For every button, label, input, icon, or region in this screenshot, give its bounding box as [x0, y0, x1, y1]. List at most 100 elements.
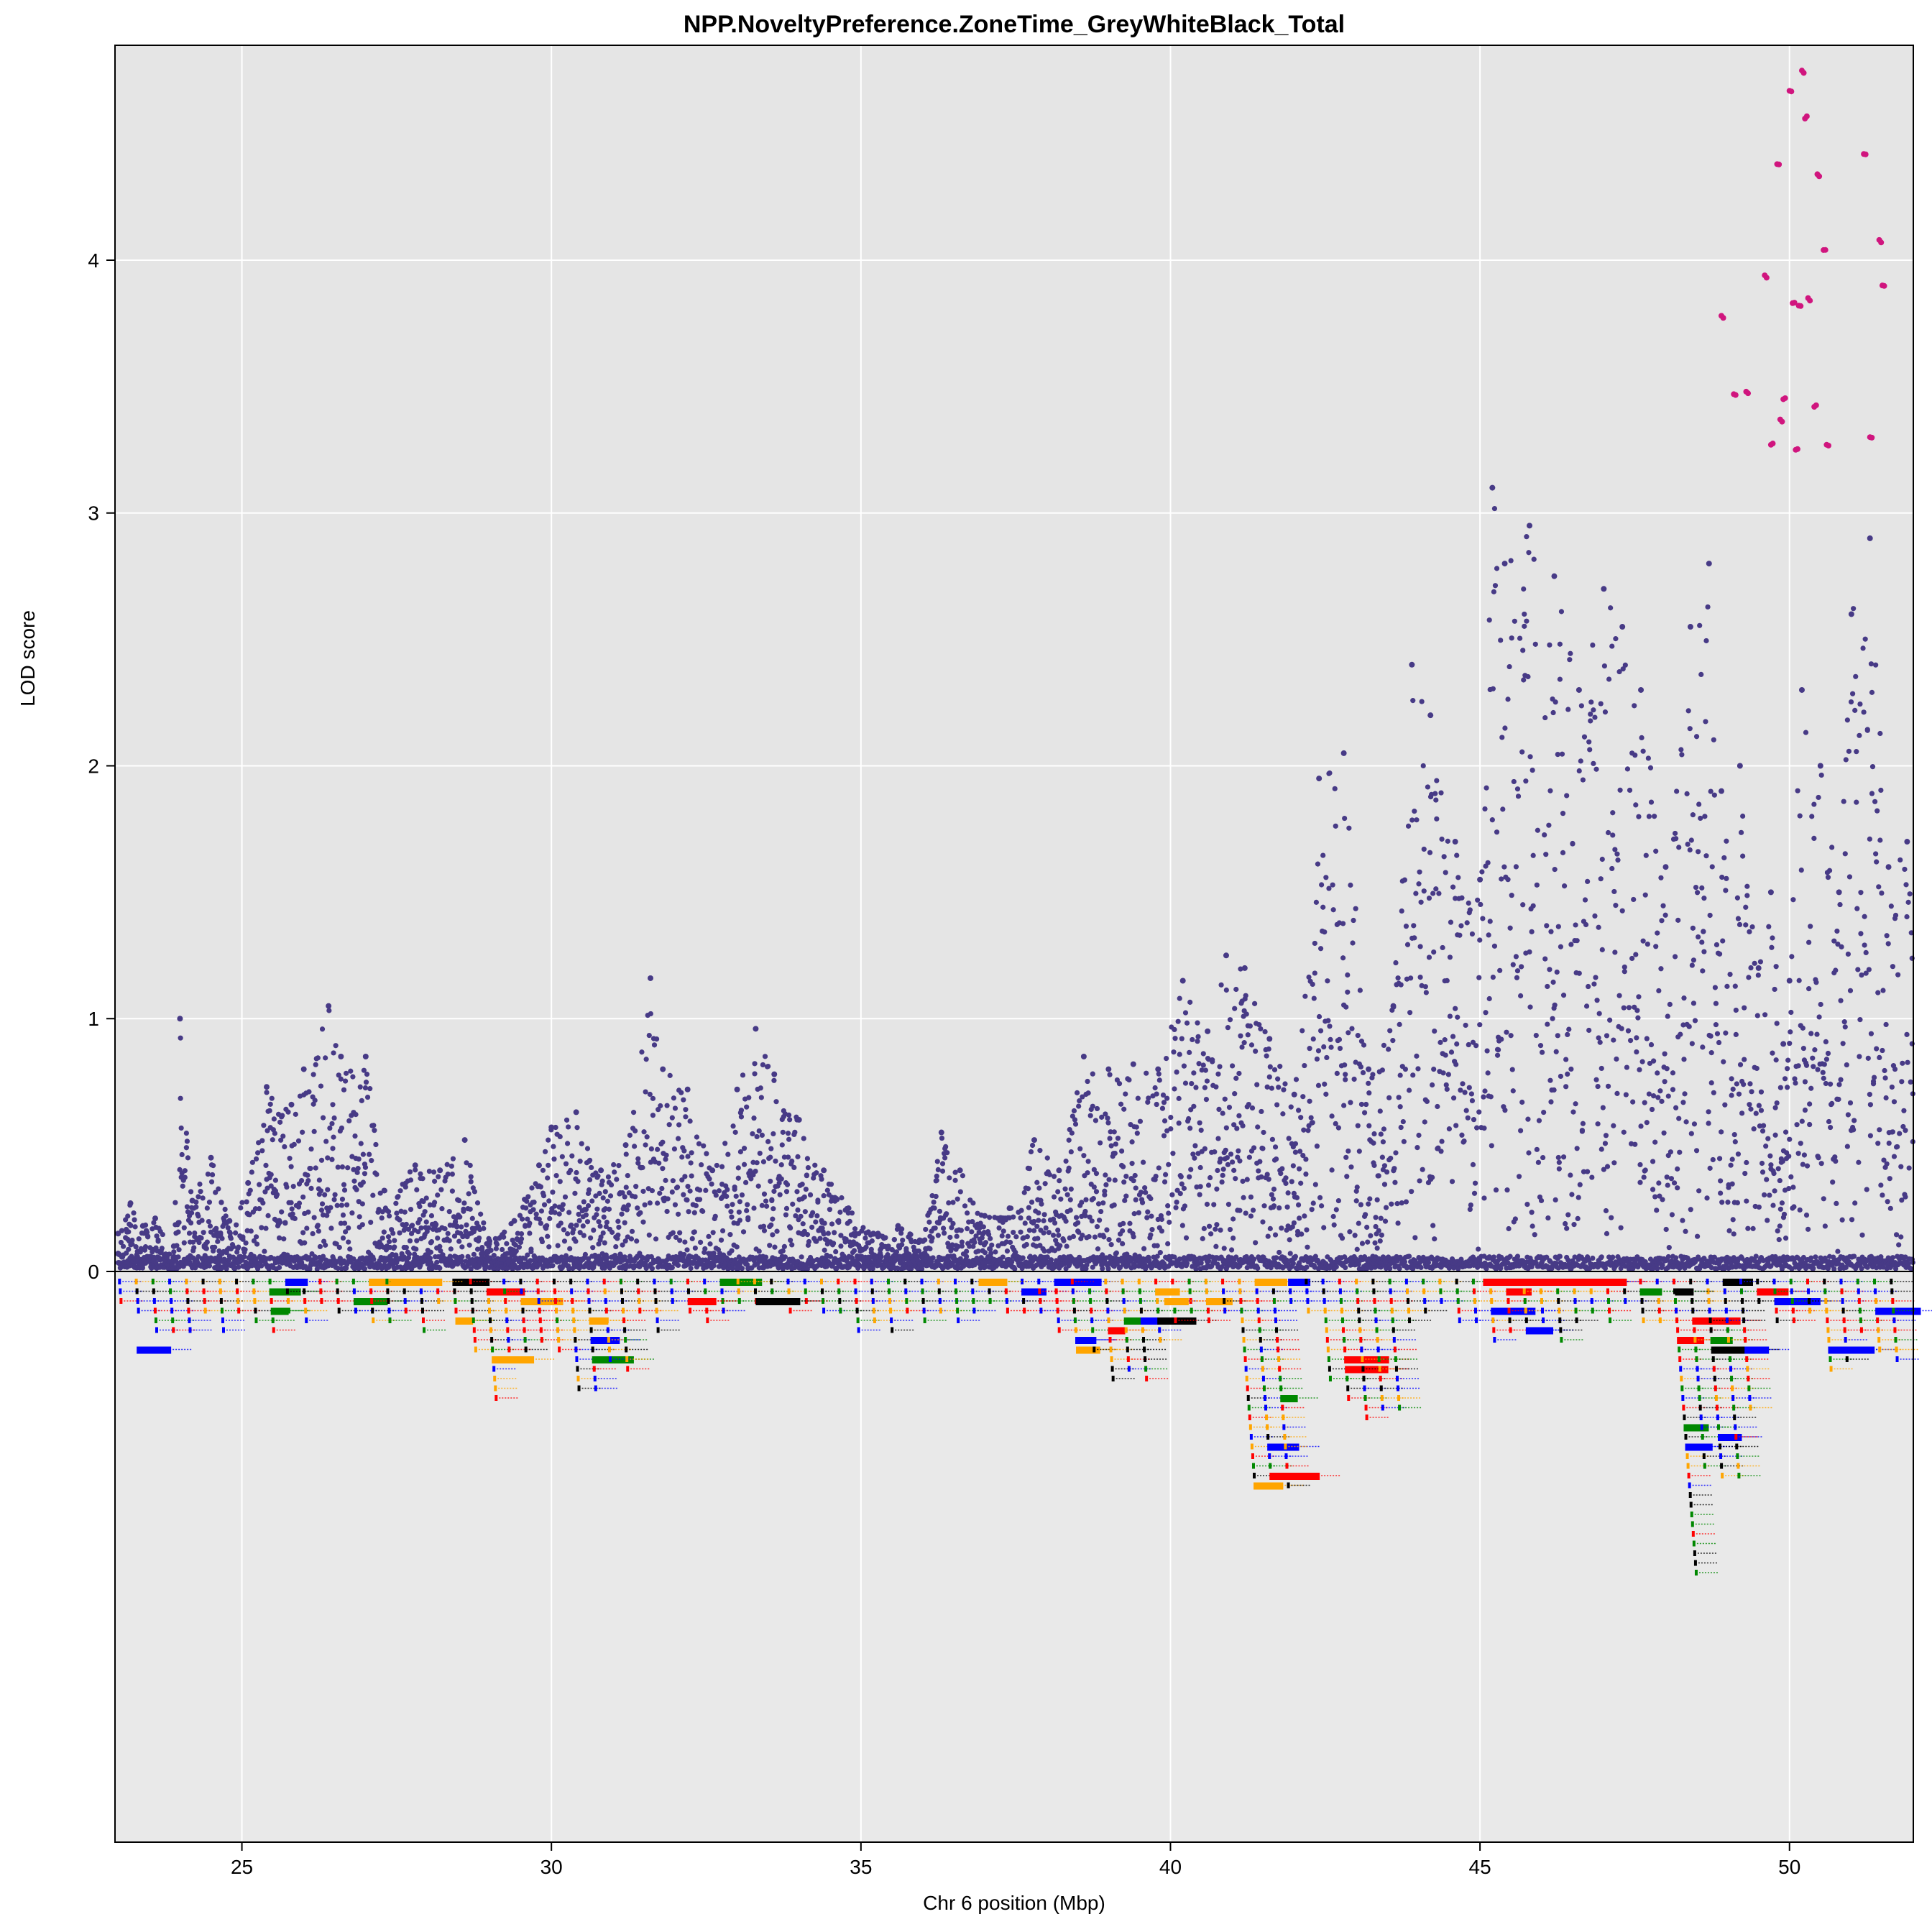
lod-point — [898, 1230, 904, 1236]
gene-block — [1606, 1288, 1609, 1294]
lod-point — [362, 1266, 368, 1271]
lod-point — [737, 1218, 742, 1223]
lod-point — [1021, 1190, 1027, 1195]
gene-block — [689, 1307, 692, 1314]
lod-point — [712, 1213, 718, 1219]
lod-point — [553, 1124, 558, 1131]
gene-block — [185, 1279, 188, 1284]
lod-point — [182, 1174, 188, 1180]
gene-block — [1107, 1317, 1110, 1323]
gene-block — [523, 1337, 527, 1343]
gene-block — [1741, 1298, 1744, 1304]
gene-block — [1265, 1414, 1269, 1420]
gene-block — [1121, 1279, 1124, 1284]
lod-point — [738, 1108, 745, 1113]
gene-block — [1674, 1298, 1678, 1304]
lod-point — [358, 1141, 364, 1146]
lod-point — [607, 1265, 613, 1271]
lod-point — [288, 1200, 294, 1205]
gene-block — [1709, 1327, 1713, 1333]
lod-point — [792, 1129, 798, 1135]
gene-block — [1713, 1376, 1716, 1381]
gene-block — [1142, 1337, 1146, 1343]
lod-point — [754, 1133, 760, 1140]
lod-point — [213, 1225, 219, 1231]
lod-point — [1036, 1218, 1041, 1223]
lod-point — [257, 1182, 262, 1187]
gene-block — [575, 1356, 579, 1362]
lod-point — [827, 1254, 834, 1259]
gene-block — [1439, 1288, 1443, 1294]
gene-block — [604, 1298, 607, 1304]
lod-point — [1146, 1095, 1151, 1101]
lod-point — [671, 1146, 678, 1152]
lod-point — [960, 1173, 966, 1179]
lod-point — [546, 1137, 551, 1143]
gene-block — [1338, 1279, 1341, 1284]
lod-point — [1013, 1234, 1019, 1240]
lod-point — [566, 1266, 572, 1271]
gene-block — [254, 1307, 257, 1314]
lod-point — [664, 1103, 670, 1108]
gene-block — [487, 1298, 490, 1304]
gene-block — [1493, 1337, 1496, 1343]
gene-block — [1608, 1307, 1611, 1314]
lod-point — [302, 1240, 308, 1246]
lod-point — [332, 1192, 338, 1197]
lod-point — [269, 1095, 275, 1101]
gene-block — [655, 1307, 658, 1314]
lod-point — [225, 1225, 231, 1230]
lod-point — [459, 1244, 465, 1250]
gene-block — [891, 1327, 894, 1333]
lod-point — [814, 1213, 820, 1219]
gene-block — [318, 1279, 322, 1284]
lod-point — [827, 1207, 833, 1213]
gene-block — [185, 1288, 189, 1294]
gene-block — [1138, 1298, 1142, 1304]
lod-point — [175, 1254, 181, 1260]
lod-point — [527, 1220, 533, 1226]
lod-point — [689, 1173, 694, 1179]
lod-point — [306, 1255, 312, 1261]
lod-point — [325, 1155, 331, 1161]
lod-point — [461, 1206, 466, 1212]
lod-point — [518, 1236, 525, 1242]
lod-point — [675, 1211, 681, 1217]
lod-point — [834, 1197, 840, 1202]
gene-block — [1374, 1317, 1378, 1323]
gene-block — [1397, 1395, 1401, 1401]
lod-point — [1018, 1229, 1024, 1235]
lod-point — [131, 1210, 137, 1216]
lod-point — [1140, 1159, 1146, 1165]
gene-block — [1679, 1366, 1683, 1372]
lod-point — [1146, 1258, 1152, 1264]
lod-point — [438, 1187, 444, 1192]
gene-block — [1127, 1366, 1131, 1372]
gene-block — [1257, 1317, 1261, 1323]
lod-point — [682, 1239, 688, 1245]
gene-block — [1286, 1473, 1289, 1478]
lod-point — [1123, 1193, 1129, 1199]
gene-block — [1560, 1337, 1563, 1343]
lod-point — [741, 1146, 748, 1151]
lod-point — [192, 1230, 198, 1236]
lod-point — [821, 1231, 827, 1237]
lod-point — [1148, 1232, 1154, 1238]
lod-point — [1131, 1178, 1136, 1184]
gene-block — [1859, 1317, 1862, 1323]
gene-block — [1365, 1414, 1368, 1420]
lod-point — [1103, 1182, 1109, 1188]
lod-point — [801, 1136, 806, 1141]
gene-block — [536, 1288, 540, 1294]
gene-block — [1440, 1298, 1443, 1304]
lod-point — [390, 1230, 396, 1236]
lod-point — [733, 1193, 739, 1199]
lod-point — [776, 1180, 782, 1186]
lod-point — [338, 1220, 344, 1226]
gene-block — [202, 1288, 206, 1294]
gene-block — [1109, 1346, 1113, 1353]
gene-block — [855, 1307, 859, 1314]
lod-point — [500, 1246, 505, 1253]
gene-block — [1143, 1346, 1146, 1353]
lod-point — [120, 1243, 126, 1249]
